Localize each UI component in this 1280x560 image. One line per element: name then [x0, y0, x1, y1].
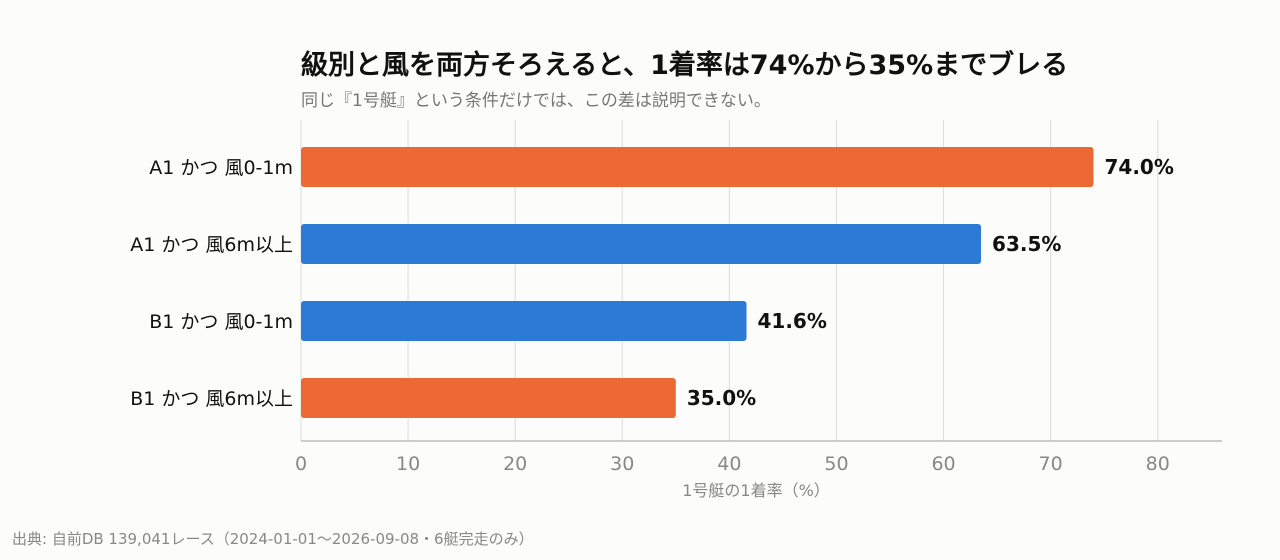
- chart-title: 級別と風を両方そろえると、1着率は74%から35%までブレる: [301, 49, 1068, 81]
- category-label: B1 かつ 風0-1m: [149, 311, 293, 333]
- x-axis-title: 1号艇の1着率（%）: [682, 481, 830, 500]
- bars: A1 かつ 風0-1m 74.0% A1 かつ 風6m以上 63.5% B1 かつ 風0…: [130, 147, 1174, 418]
- x-tick-label: 50: [824, 453, 848, 475]
- x-tick-label: 40: [717, 453, 741, 475]
- x-tick-label: 0: [295, 453, 307, 475]
- value-label: 63.5%: [992, 232, 1061, 256]
- category-label: A1 かつ 風0-1m: [149, 157, 293, 179]
- bar: [301, 301, 747, 341]
- x-tick-label: 70: [1039, 453, 1063, 475]
- x-tick-label: 10: [396, 453, 420, 475]
- value-label: 74.0%: [1104, 155, 1173, 179]
- bar: [301, 147, 1094, 187]
- source-note: 出典: 自前DB 139,041レース（2024-01-01〜2026-09-0…: [12, 530, 534, 548]
- x-tick-label: 60: [931, 453, 955, 475]
- category-label: B1 かつ 風6m以上: [130, 388, 293, 410]
- category-label: A1 かつ 風6m以上: [130, 234, 293, 256]
- chart-subtitle: 同じ『1号艇』という条件だけでは、この差は説明できない。: [301, 91, 771, 111]
- bar: [301, 224, 982, 264]
- value-label: 41.6%: [758, 309, 827, 333]
- x-tick-label: 30: [610, 453, 634, 475]
- value-label: 35.0%: [687, 386, 756, 410]
- x-axis: 0 10 20 30 40 50 60 70 80: [295, 440, 1222, 475]
- bar: [301, 378, 676, 418]
- x-tick-label: 20: [503, 453, 527, 475]
- x-tick-label: 80: [1146, 453, 1170, 475]
